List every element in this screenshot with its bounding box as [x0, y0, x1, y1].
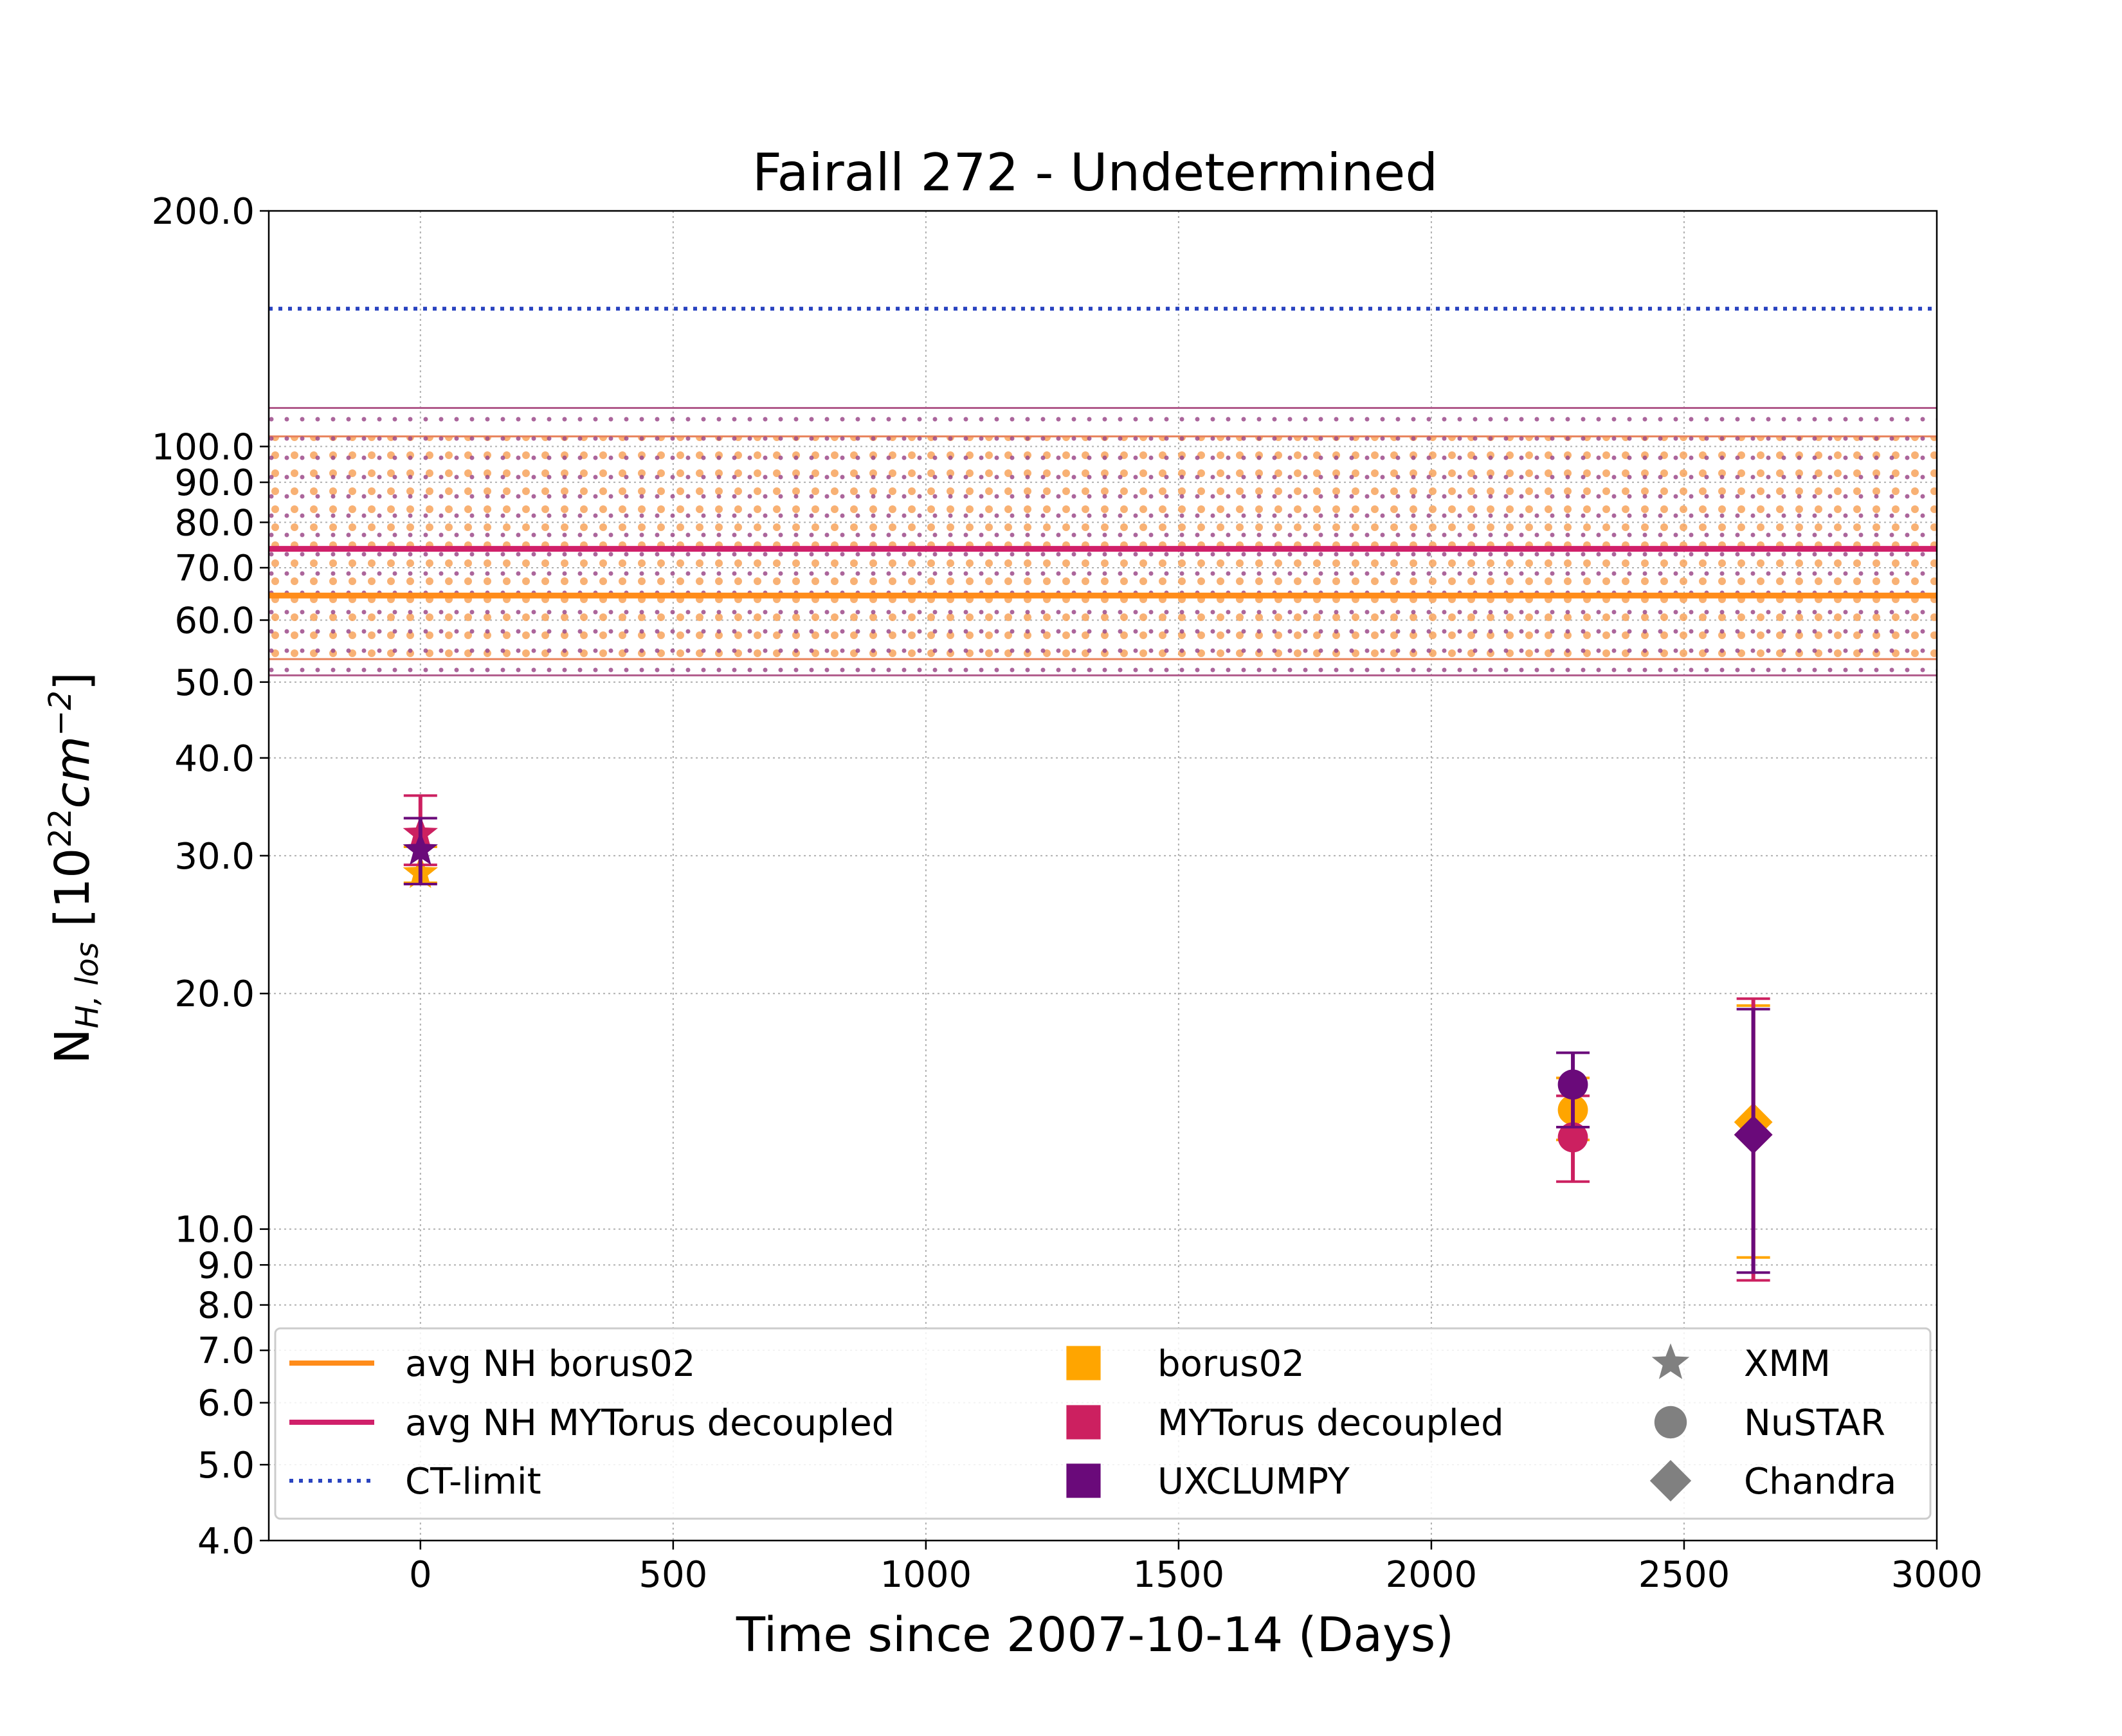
legend-circle-icon — [1654, 1406, 1687, 1439]
y-axis-label: NH, los [1022cm−2] — [42, 672, 105, 1064]
legend-color-swatch — [1066, 1463, 1101, 1498]
x-tick-label: 1000 — [880, 1554, 972, 1596]
legend-label: avg NH borus02 — [405, 1343, 695, 1385]
data-point-nustar — [1557, 1069, 1588, 1100]
uncertainty-band — [269, 408, 1937, 676]
y-tick-label: 90.0 — [174, 462, 255, 504]
legend-frame — [274, 1327, 1932, 1520]
x-tick-label: 3000 — [1891, 1554, 1983, 1596]
legend: avg NH borus02 avg NH MYTorus decoupled CT… — [274, 1327, 1932, 1520]
reference-lines — [269, 307, 1937, 599]
legend-label: XMM — [1744, 1343, 1831, 1385]
y-tick-label: 4.0 — [197, 1521, 255, 1562]
y-label-unit-open: [10 — [45, 848, 100, 943]
legend-label: borus02 — [1157, 1343, 1305, 1385]
y-tick-label: 200.0 — [152, 191, 255, 233]
legend-label: CT-limit — [405, 1461, 541, 1503]
x-axis-ticks: 0 500 1000 1500 2000 2500 3000 — [409, 1541, 1982, 1596]
uncertainty-bands — [269, 407, 1937, 676]
x-tick-label: 0 — [409, 1554, 432, 1596]
x-tick-label: 2500 — [1638, 1554, 1730, 1596]
y-tick-label: 60.0 — [174, 600, 255, 642]
legend-label: NuSTAR — [1744, 1402, 1885, 1444]
y-label-exponent-2: −2 — [42, 691, 78, 736]
y-tick-label: 8.0 — [197, 1285, 255, 1327]
y-label-main: N — [45, 1029, 100, 1064]
y-label-subscript: H, los — [69, 942, 105, 1028]
y-tick-label: 9.0 — [197, 1245, 255, 1287]
y-label-exponent: 22 — [42, 809, 78, 848]
data-points — [403, 794, 1773, 1282]
x-tick-label: 2000 — [1386, 1554, 1478, 1596]
legend-color-swatch — [1066, 1346, 1101, 1380]
y-tick-label: 5.0 — [197, 1445, 255, 1487]
chart-title: Fairall 272 - Undetermined — [752, 143, 1438, 203]
legend-star-icon — [1651, 1343, 1690, 1379]
y-tick-label: 70.0 — [174, 548, 255, 590]
y-label-unit: cm — [45, 736, 100, 809]
legend-diamond-icon — [1649, 1460, 1692, 1502]
data-point-chandra — [1734, 1115, 1773, 1154]
legend-label: Chandra — [1744, 1461, 1896, 1503]
plot-frame — [268, 210, 1938, 1542]
x-axis-label: Time since 2007-10-14 (Days) — [736, 1607, 1454, 1663]
y-tick-label: 7.0 — [197, 1330, 255, 1372]
y-tick-label: 30.0 — [174, 836, 255, 878]
y-tick-label: 10.0 — [174, 1209, 255, 1251]
data-point-nustar — [1557, 1122, 1588, 1153]
y-tick-label: 100.0 — [152, 426, 255, 468]
y-tick-label: 20.0 — [174, 973, 255, 1015]
y-tick-label: 80.0 — [174, 502, 255, 544]
x-tick-label: 500 — [639, 1554, 707, 1596]
y-tick-label: 40.0 — [174, 738, 255, 780]
legend-label: UXCLUMPY — [1157, 1461, 1350, 1503]
y-label-unit-close: ] — [45, 672, 100, 691]
legend-label: MYTorus decoupled — [1157, 1402, 1504, 1444]
y-tick-label: 6.0 — [197, 1383, 255, 1425]
legend-label: avg NH MYTorus decoupled — [405, 1402, 894, 1444]
y-axis-ticks: 4.0 5.0 6.0 7.08.09.010.0 20.0 30.0 40.0 50.0 60… — [152, 191, 269, 1562]
legend-color-swatch — [1066, 1405, 1101, 1440]
x-tick-label: 1500 — [1133, 1554, 1225, 1596]
data-point-xmm — [403, 831, 438, 865]
y-tick-label: 50.0 — [174, 662, 255, 704]
